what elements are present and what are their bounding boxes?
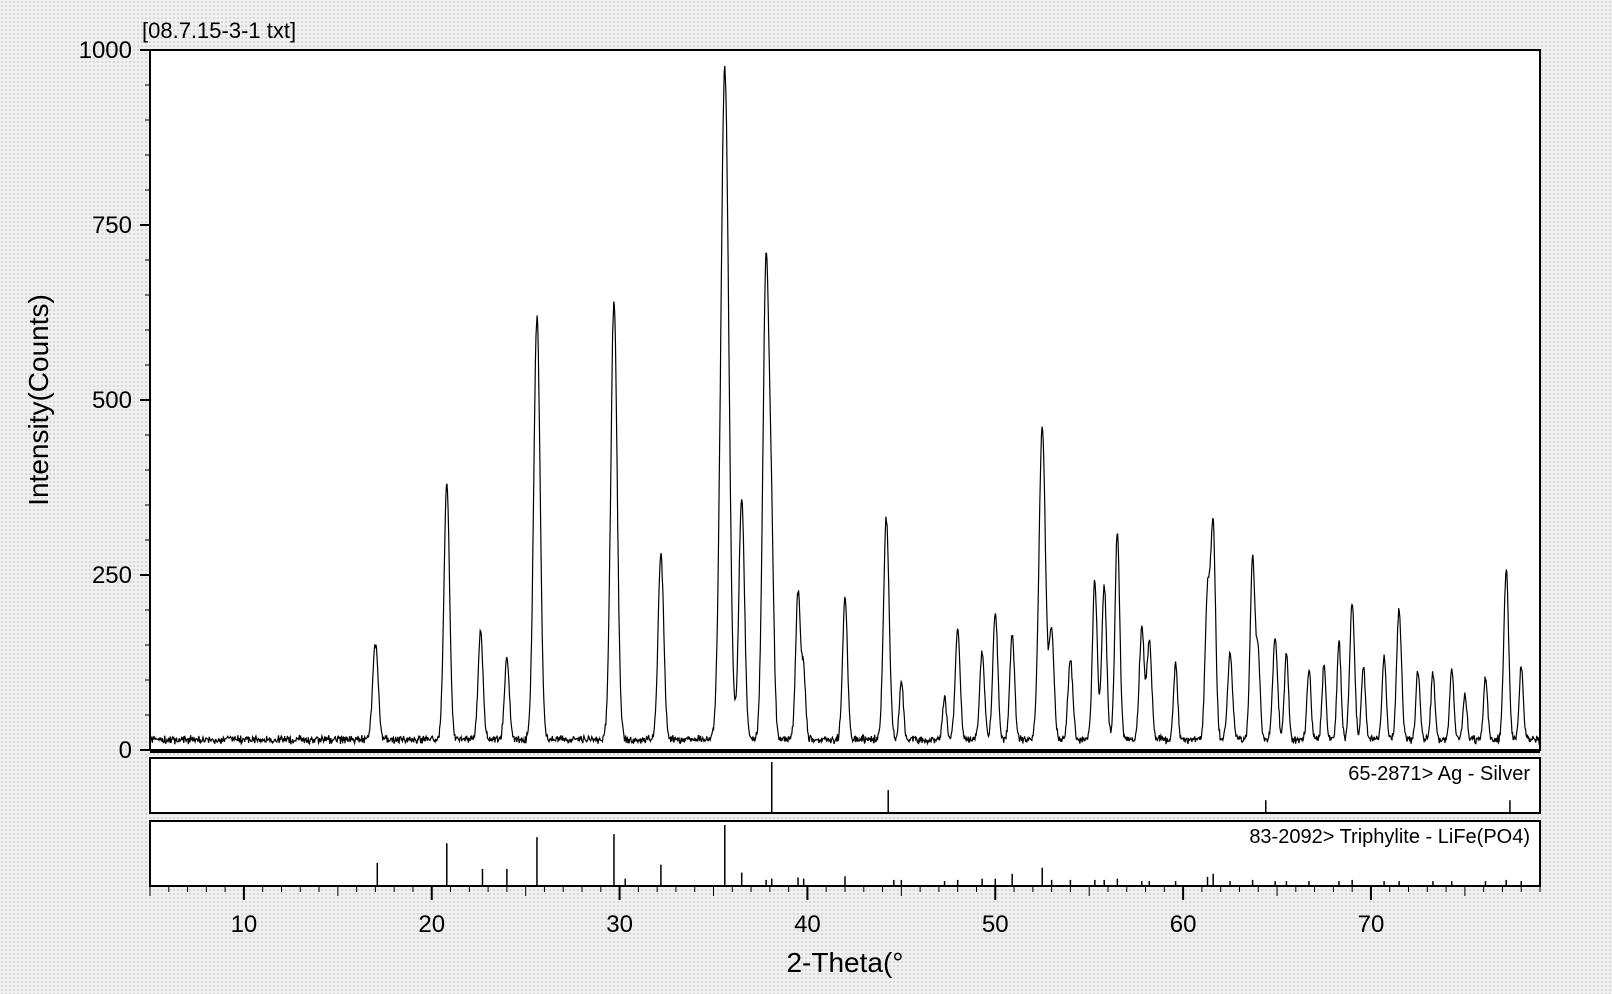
chart-title: [08.7.15-3-1 txt] [142, 18, 296, 43]
reference-panel [150, 758, 1540, 813]
x-tick-label: 30 [606, 911, 633, 938]
x-tick-label: 10 [231, 911, 258, 938]
x-tick-label: 60 [1170, 911, 1197, 938]
y-axis-label: Intensity(Counts) [23, 294, 54, 506]
reference-label: 83-2092> Triphylite - LiFe(PO4) [1249, 826, 1530, 848]
x-tick-label: 50 [982, 911, 1009, 938]
y-tick-label: 750 [92, 212, 132, 239]
y-tick-label: 1000 [79, 37, 132, 64]
x-tick-label: 20 [418, 911, 445, 938]
y-tick-label: 500 [92, 387, 132, 414]
y-tick-label: 250 [92, 562, 132, 589]
y-tick-label: 0 [119, 737, 132, 764]
chart-svg: 0 250 500 750 1000 Intensity(Counts) [08.7.15-… [0, 0, 1612, 994]
reference-label: 65-2871> Ag - Silver [1348, 763, 1530, 785]
x-axis-label: 2-Theta(° [786, 947, 903, 978]
xrd-chart: 0 250 500 750 1000 Intensity(Counts) [08.7.15-… [0, 0, 1612, 994]
x-tick-label: 70 [1358, 911, 1385, 938]
x-tick-label: 40 [794, 911, 821, 938]
